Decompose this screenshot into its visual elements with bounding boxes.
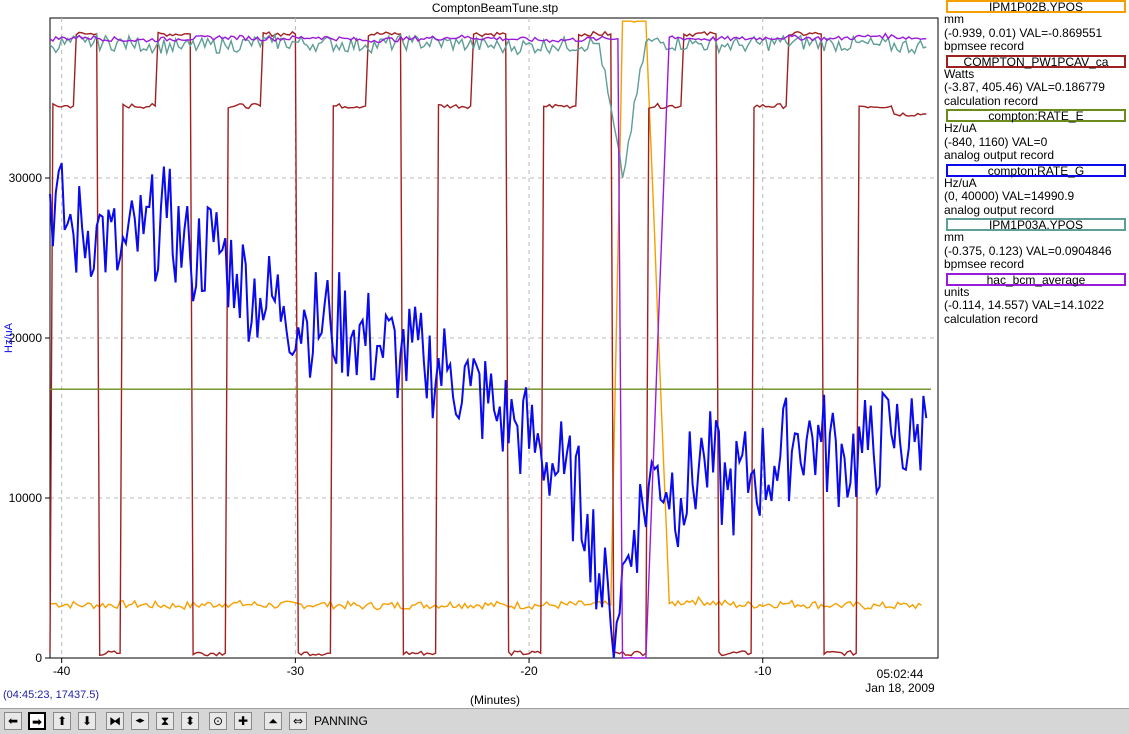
legend-label-box[interactable]: hac_bcm_average (946, 272, 1126, 287)
expand-vertical-icon[interactable]: ⬍ (181, 712, 199, 730)
legend-label-box[interactable]: COMPTON_PW1PCAV_ca (946, 54, 1126, 69)
legend-entry-rate-g[interactable]: compton:RATE_G Hz/uA (0, 40000) VAL=1499… (944, 163, 1129, 218)
legend-label-box[interactable]: IPM1P03A.YPOS (946, 218, 1126, 231)
arrow-up-icon[interactable]: ⬆ (53, 712, 71, 730)
series-line-hac-bcm-average (49, 32, 927, 659)
legend-series-name: IPM1P03A.YPOS (988, 218, 1084, 232)
legend-units: units (944, 285, 970, 299)
y-tick-label: 10000 (9, 491, 43, 505)
arrow-down-icon[interactable]: ⬇ (78, 712, 96, 730)
legend-range-value: (-840, 1160) VAL=0 (944, 135, 1048, 149)
legend-label-box[interactable]: IPM1P02B.YPOS (946, 0, 1126, 13)
x-tick-label: -40 (53, 664, 71, 678)
legend-units: Hz/uA (944, 122, 977, 135)
zoom-out-icon[interactable]: ⊙ (209, 712, 227, 730)
zoom-in-icon[interactable]: ✚ (234, 712, 252, 730)
legend-record-type: bpmsee record (944, 40, 1025, 53)
cursor-readout: (04:45:23, 17437.5) (3, 689, 100, 701)
strip-chart[interactable]: -40 -30 -20 -10 0 10000 20000 30000 Hz/uA (0, 0, 944, 708)
legend-record-type: bpmsee record (944, 258, 1025, 271)
legend-units: Hz/uA (944, 176, 977, 190)
pan-icon[interactable]: ⇔ (289, 712, 307, 730)
series-line-ipm1p03a-ypos (49, 32, 927, 179)
legend-label-box[interactable]: compton:RATE_G (946, 163, 1126, 178)
legend-range-value: (-3.87, 405.46) VAL=0.186779 (944, 81, 1105, 94)
end-time-label: 05:02:44 (876, 667, 924, 681)
legend-record-type: calculation record (944, 312, 1039, 326)
legend-entry-compton-pw1pcav[interactable]: COMPTON_PW1PCAV_ca Watts (-3.87, 405.46)… (944, 54, 1129, 109)
y-axis-title: Hz/uA (3, 322, 15, 353)
arrow-left-icon[interactable]: ⬅ (4, 712, 22, 730)
y-tick-label: 0 (35, 651, 42, 665)
squeeze-horizontal-icon[interactable]: ⧓ (106, 712, 124, 730)
legend-entry-ipm1p03a[interactable]: IPM1P03A.YPOS mm (-0.375, 0.123) VAL=0.0… (944, 218, 1129, 272)
legend-range-value: (-0.939, 0.01) VAL=-0.869551 (944, 26, 1103, 40)
legend-range-value: (0, 40000) VAL=14990.9 (944, 190, 1075, 203)
expand-horizontal-icon[interactable]: ◂▸ (131, 712, 149, 730)
squeeze-vertical-icon[interactable]: ⧗ (156, 712, 174, 730)
series-line-ipm1p02b-ypos (49, 20, 922, 611)
mode-label: PANNING (314, 714, 368, 728)
legend-series-name: COMPTON_PW1PCAV_ca (963, 54, 1109, 69)
legend: IPM1P02B.YPOS mm (-0.939, 0.01) VAL=-0.8… (944, 0, 1129, 327)
plot-title: ComptonBeamTune.stp (431, 1, 559, 15)
autoscale-icon[interactable]: ⏶ (264, 712, 282, 730)
legend-record-type: analog output record (944, 149, 1055, 162)
legend-entry-ipm1p02b[interactable]: IPM1P02B.YPOS mm (-0.939, 0.01) VAL=-0.8… (944, 0, 1129, 54)
x-tick-label: -10 (754, 664, 772, 678)
legend-units: mm (944, 231, 964, 244)
legend-range-value: (-0.114, 14.557) VAL=14.1022 (944, 299, 1105, 312)
legend-range-value: (-0.375, 0.123) VAL=0.0904846 (944, 244, 1112, 258)
legend-record-type: analog output record (944, 203, 1055, 217)
y-tick-label: 20000 (9, 331, 43, 345)
legend-series-name: compton:RATE_G (987, 163, 1085, 178)
series-line-compton-rate-g (49, 162, 928, 659)
x-axis-title: (Minutes) (469, 693, 520, 707)
x-tick-label: -30 (287, 664, 305, 678)
legend-units: Watts (944, 67, 975, 81)
end-date-label: Jan 18, 2009 (865, 681, 935, 695)
legend-series-name: hac_bcm_average (986, 272, 1086, 287)
toolbar: ⬅ ➡ ⬆ ⬇ ⧓ ◂▸ ⧗ ⬍ ⊙ ✚ ⏶ ⇔ PANNING (0, 708, 1129, 734)
legend-record-type: calculation record (944, 94, 1039, 108)
x-tick-label: -20 (520, 664, 538, 678)
legend-entry-rate-e[interactable]: compton:RATE_E Hz/uA (-840, 1160) VAL=0 … (944, 109, 1129, 163)
legend-series-name: compton:RATE_E (988, 109, 1084, 123)
y-tick-label: 30000 (9, 171, 43, 185)
arrow-right-icon[interactable]: ➡ (28, 712, 46, 730)
legend-label-box[interactable]: compton:RATE_E (946, 109, 1126, 122)
legend-units: mm (944, 13, 964, 26)
legend-entry-hac-bcm[interactable]: hac_bcm_average units (-0.114, 14.557) V… (944, 272, 1129, 327)
series-line-compton-pw1pcav-ca (49, 30, 927, 657)
legend-series-name: IPM1P02B.YPOS (988, 0, 1084, 14)
